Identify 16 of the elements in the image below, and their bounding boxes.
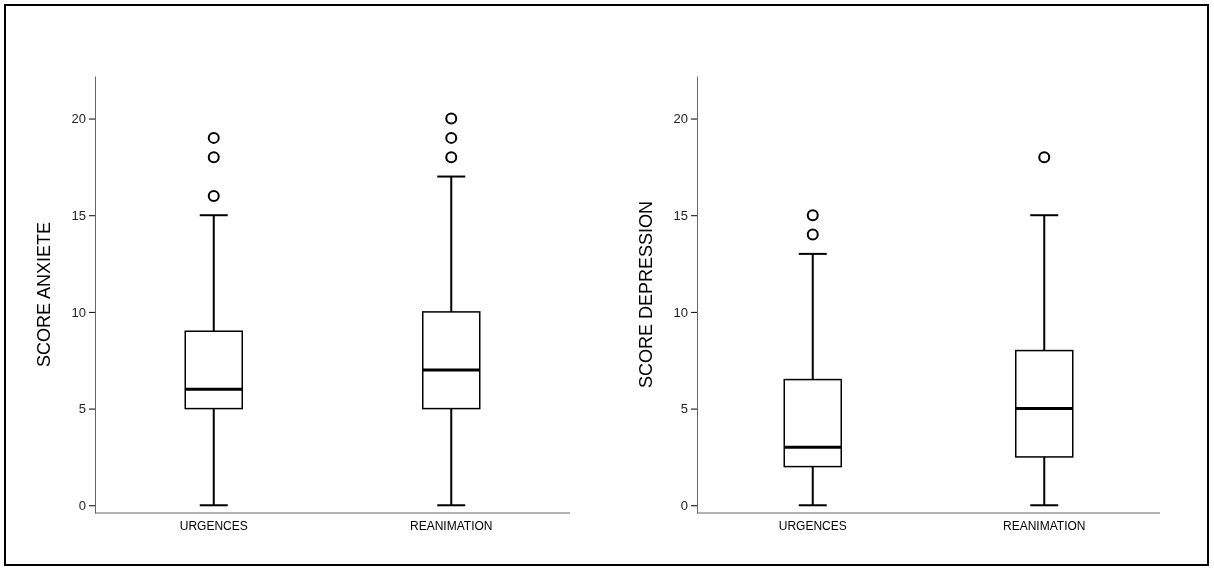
y-tick-label: 10 (71, 304, 86, 320)
y-tick-label: 20 (673, 111, 688, 127)
y-tick-label: 20 (71, 111, 86, 127)
x-tick-label: URGENCES (778, 519, 847, 533)
y-tick-label: 5 (680, 401, 688, 417)
y-tick-label: 0 (78, 497, 86, 513)
y-axis-title: SCORE ANXIETE (34, 221, 54, 368)
x-tick-label: URGENCES (179, 519, 248, 533)
y-axis-title: SCORE DEPRESSION (636, 200, 656, 389)
y-tick-label: 5 (78, 401, 86, 417)
y-tick-label: 10 (673, 304, 688, 320)
y-tick-label: 0 (680, 497, 688, 513)
x-tick-label: REANIMATION (410, 519, 493, 533)
x-tick-label: REANIMATION (1003, 519, 1086, 533)
y-tick-label: 15 (71, 207, 86, 223)
y-tick-label: 15 (673, 207, 688, 223)
